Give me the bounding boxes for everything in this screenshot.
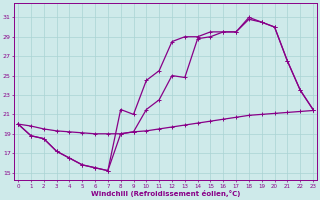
X-axis label: Windchill (Refroidissement éolien,°C): Windchill (Refroidissement éolien,°C) bbox=[91, 190, 240, 197]
